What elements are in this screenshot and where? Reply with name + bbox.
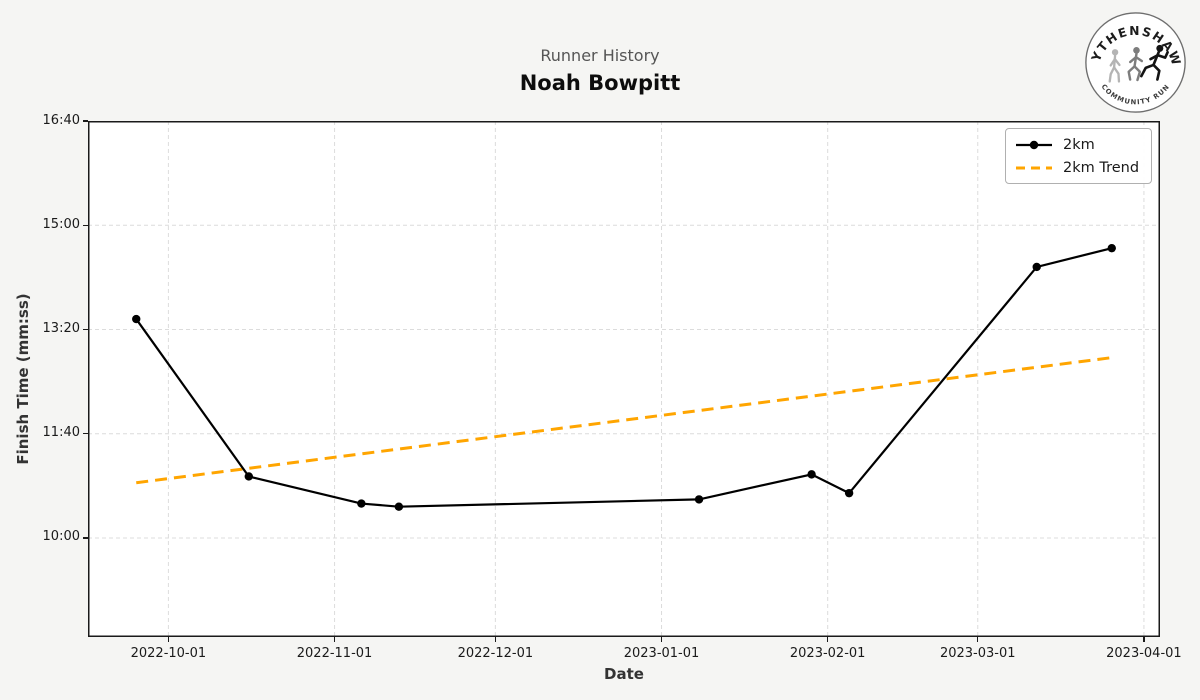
y-axis-label: Finish Time (mm:ss) [14, 293, 32, 465]
y-tick-mark [83, 224, 88, 226]
x-tick-mark [167, 637, 169, 642]
y-tick-label: 10:00 [42, 529, 80, 545]
x-tick-label: 2022-12-01 [457, 646, 534, 661]
legend-item-2km: 2km [1014, 133, 1143, 156]
series-2km-line [135, 247, 1113, 508]
chart-subtitle: Runner History [540, 46, 660, 65]
series-2km-marker [394, 502, 404, 511]
x-tick-label: 2023-01-01 [623, 646, 700, 661]
x-tick-mark [494, 637, 496, 642]
runner-sprinting-icon [1140, 44, 1169, 81]
x-axis-label: Date [604, 665, 644, 683]
legend-2km-sample-icon [1016, 140, 1052, 149]
y-tick-label: 15:00 [42, 216, 80, 232]
series-trend-line [136, 356, 1112, 485]
series-2km-marker [132, 314, 141, 324]
y-tick-label: 11:40 [42, 425, 80, 441]
y-tick-mark [83, 328, 88, 331]
y-tick-mark [83, 433, 88, 435]
x-tick-label: 2022-11-01 [296, 646, 373, 661]
series-2km-marker [1032, 262, 1041, 272]
x-tick-mark [827, 637, 829, 642]
y-tick-label: 16:40 [42, 112, 80, 128]
legend-item-2km-trend: 2km Trend [1014, 156, 1143, 179]
series-2km-marker [1107, 243, 1116, 253]
series-2km-marker [357, 499, 366, 508]
x-tick-label: 2022-10-01 [130, 646, 207, 661]
x-tick-label: 2023-02-01 [789, 646, 866, 661]
x-tick-mark [1143, 637, 1145, 642]
legend: 2km 2km Trend [1005, 128, 1152, 184]
legend-label: 2km [1063, 136, 1095, 153]
club-logo: WYTHENSHAWE COMMUNITY RUN [1082, 9, 1186, 113]
plot-svg [88, 121, 1160, 637]
runner-walking-icon [1108, 49, 1121, 83]
x-tick-mark [660, 637, 663, 642]
plot-frame [88, 121, 1160, 637]
series-2km-marker [807, 470, 816, 479]
x-tick-mark [977, 637, 979, 642]
y-tick-mark [83, 120, 88, 122]
series-2km-marker [244, 472, 253, 481]
x-tick-mark [333, 637, 336, 642]
series-2km-marker [844, 488, 854, 498]
x-tick-label: 2023-04-01 [1106, 646, 1182, 661]
y-tick-label: 13:20 [42, 320, 80, 336]
legend-trend-sample-icon [1016, 166, 1052, 169]
x-tick-label: 2023-03-01 [939, 646, 1016, 661]
runner-jogging-icon [1127, 47, 1144, 82]
legend-label: 2km Trend [1063, 159, 1140, 176]
series-2km-marker [694, 495, 704, 504]
y-tick-mark [83, 537, 88, 539]
plot-area [88, 121, 1160, 637]
chart-title: Noah Bowpitt [519, 71, 681, 95]
